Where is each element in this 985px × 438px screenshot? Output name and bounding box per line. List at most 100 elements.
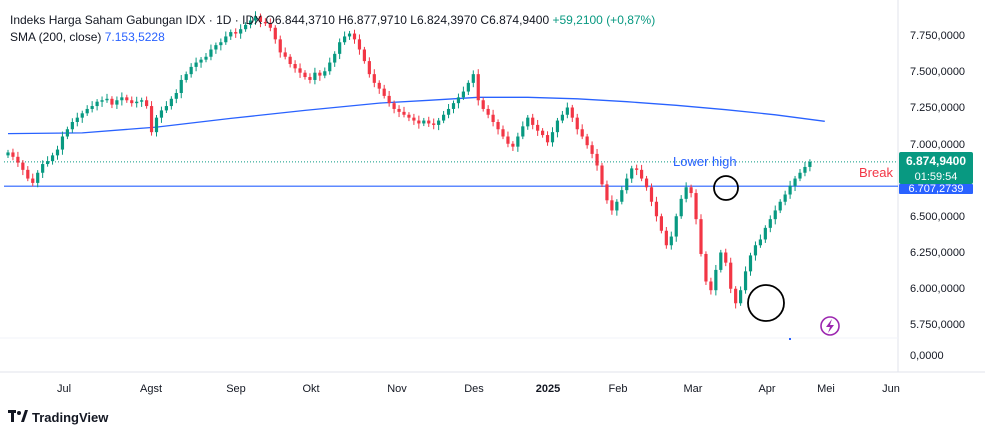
candle-body[interactable] [570, 107, 574, 118]
candle-body[interactable] [768, 219, 772, 228]
candle-body[interactable] [788, 185, 792, 195]
candle-body[interactable] [600, 165, 604, 185]
candle-body[interactable] [585, 136, 589, 146]
candle-body[interactable] [664, 230, 668, 246]
candle-body[interactable] [640, 169, 644, 179]
candle-body[interactable] [50, 155, 55, 162]
break-label[interactable]: Break [859, 165, 893, 180]
candle-body[interactable] [724, 252, 728, 263]
candle-body[interactable] [140, 100, 144, 102]
candle-body[interactable] [293, 64, 297, 69]
candle-body[interactable] [610, 200, 614, 211]
candle-body[interactable] [377, 82, 381, 89]
candle-body[interactable] [357, 39, 362, 50]
candle-body[interactable] [808, 161, 812, 167]
candle-body[interactable] [461, 91, 465, 98]
candle-body[interactable] [496, 122, 500, 130]
candle-body[interactable] [387, 95, 391, 104]
candle-body[interactable] [595, 153, 599, 166]
candle-body[interactable] [491, 114, 495, 122]
candle-body[interactable] [278, 39, 282, 53]
candle-body[interactable] [90, 106, 94, 109]
candle-body[interactable] [446, 108, 451, 115]
candle-body[interactable] [580, 129, 584, 137]
candle-body[interactable] [253, 16, 258, 21]
candle-body[interactable] [362, 49, 366, 62]
low-circle[interactable] [747, 284, 785, 322]
candle-body[interactable] [709, 281, 713, 291]
candle-body[interactable] [105, 98, 109, 101]
candle-body[interactable] [55, 149, 60, 156]
candle-body[interactable] [189, 66, 193, 75]
candle-body[interactable] [565, 107, 569, 115]
candle-body[interactable] [397, 108, 401, 112]
candle-body[interactable] [26, 169, 30, 179]
candle-body[interactable] [560, 114, 564, 121]
candle-body[interactable] [466, 82, 470, 92]
candle-body[interactable] [308, 77, 312, 80]
candle-body[interactable] [347, 33, 352, 37]
candle-body[interactable] [783, 194, 787, 202]
candle-body[interactable] [199, 59, 203, 63]
candle-body[interactable] [684, 187, 688, 199]
candle-body[interactable] [550, 132, 555, 143]
candle-body[interactable] [283, 52, 287, 57]
candle-body[interactable] [451, 103, 456, 109]
candle-body[interactable] [248, 20, 253, 25]
candle-body[interactable] [412, 117, 416, 121]
candle-body[interactable] [110, 98, 114, 105]
candle-body[interactable] [803, 166, 807, 173]
candle-body[interactable] [486, 108, 490, 115]
candle-body[interactable] [268, 23, 272, 28]
candle-body[interactable] [85, 108, 89, 114]
candle-body[interactable] [224, 36, 228, 43]
candle-body[interactable] [748, 255, 753, 272]
candle-body[interactable] [442, 114, 446, 121]
candle-body[interactable] [303, 72, 307, 78]
candle-body[interactable] [244, 24, 248, 30]
candle-body[interactable] [545, 135, 550, 143]
candle-body[interactable] [575, 117, 579, 130]
candle-body[interactable] [481, 100, 485, 109]
candle-body[interactable] [16, 156, 20, 163]
candle-body[interactable] [70, 122, 74, 130]
candle-body[interactable] [649, 187, 654, 202]
candle-body[interactable] [318, 72, 322, 76]
candle-body[interactable] [526, 117, 530, 127]
candle-body[interactable] [422, 120, 426, 124]
candle-body[interactable] [506, 136, 510, 144]
candle-body[interactable] [313, 72, 317, 80]
candle-body[interactable] [288, 56, 292, 64]
candle-body[interactable] [184, 74, 188, 80]
candle-body[interactable] [531, 117, 535, 125]
candle-body[interactable] [729, 262, 733, 289]
candle-body[interactable] [620, 190, 624, 202]
candle-body[interactable] [659, 216, 663, 231]
candle-body[interactable] [11, 152, 15, 157]
candle-body[interactable] [125, 97, 129, 101]
candle-body[interactable] [758, 239, 762, 246]
candle-body[interactable] [46, 161, 50, 165]
candle-body[interactable] [644, 178, 649, 188]
candle-body[interactable] [120, 97, 124, 101]
candle-body[interactable] [60, 136, 65, 150]
candle-body[interactable] [41, 164, 45, 173]
candle-body[interactable] [432, 123, 436, 125]
candle-body[interactable] [536, 124, 540, 131]
candle-body[interactable] [704, 253, 708, 282]
candle-body[interactable] [694, 193, 698, 220]
candle-body[interactable] [471, 74, 475, 83]
candle-body[interactable] [323, 71, 327, 76]
candle-body[interactable] [367, 61, 371, 75]
candle-body[interactable] [115, 100, 119, 105]
candle-body[interactable] [31, 178, 35, 183]
candle-body[interactable] [169, 98, 173, 107]
candle-body[interactable] [743, 271, 748, 291]
candle-body[interactable] [501, 129, 505, 137]
candle-body[interactable] [229, 32, 233, 37]
candle-body[interactable] [135, 101, 139, 104]
candle-body[interactable] [630, 168, 634, 179]
candle-body[interactable] [699, 219, 703, 254]
candle-body[interactable] [402, 111, 406, 115]
candle-body[interactable] [75, 117, 79, 122]
